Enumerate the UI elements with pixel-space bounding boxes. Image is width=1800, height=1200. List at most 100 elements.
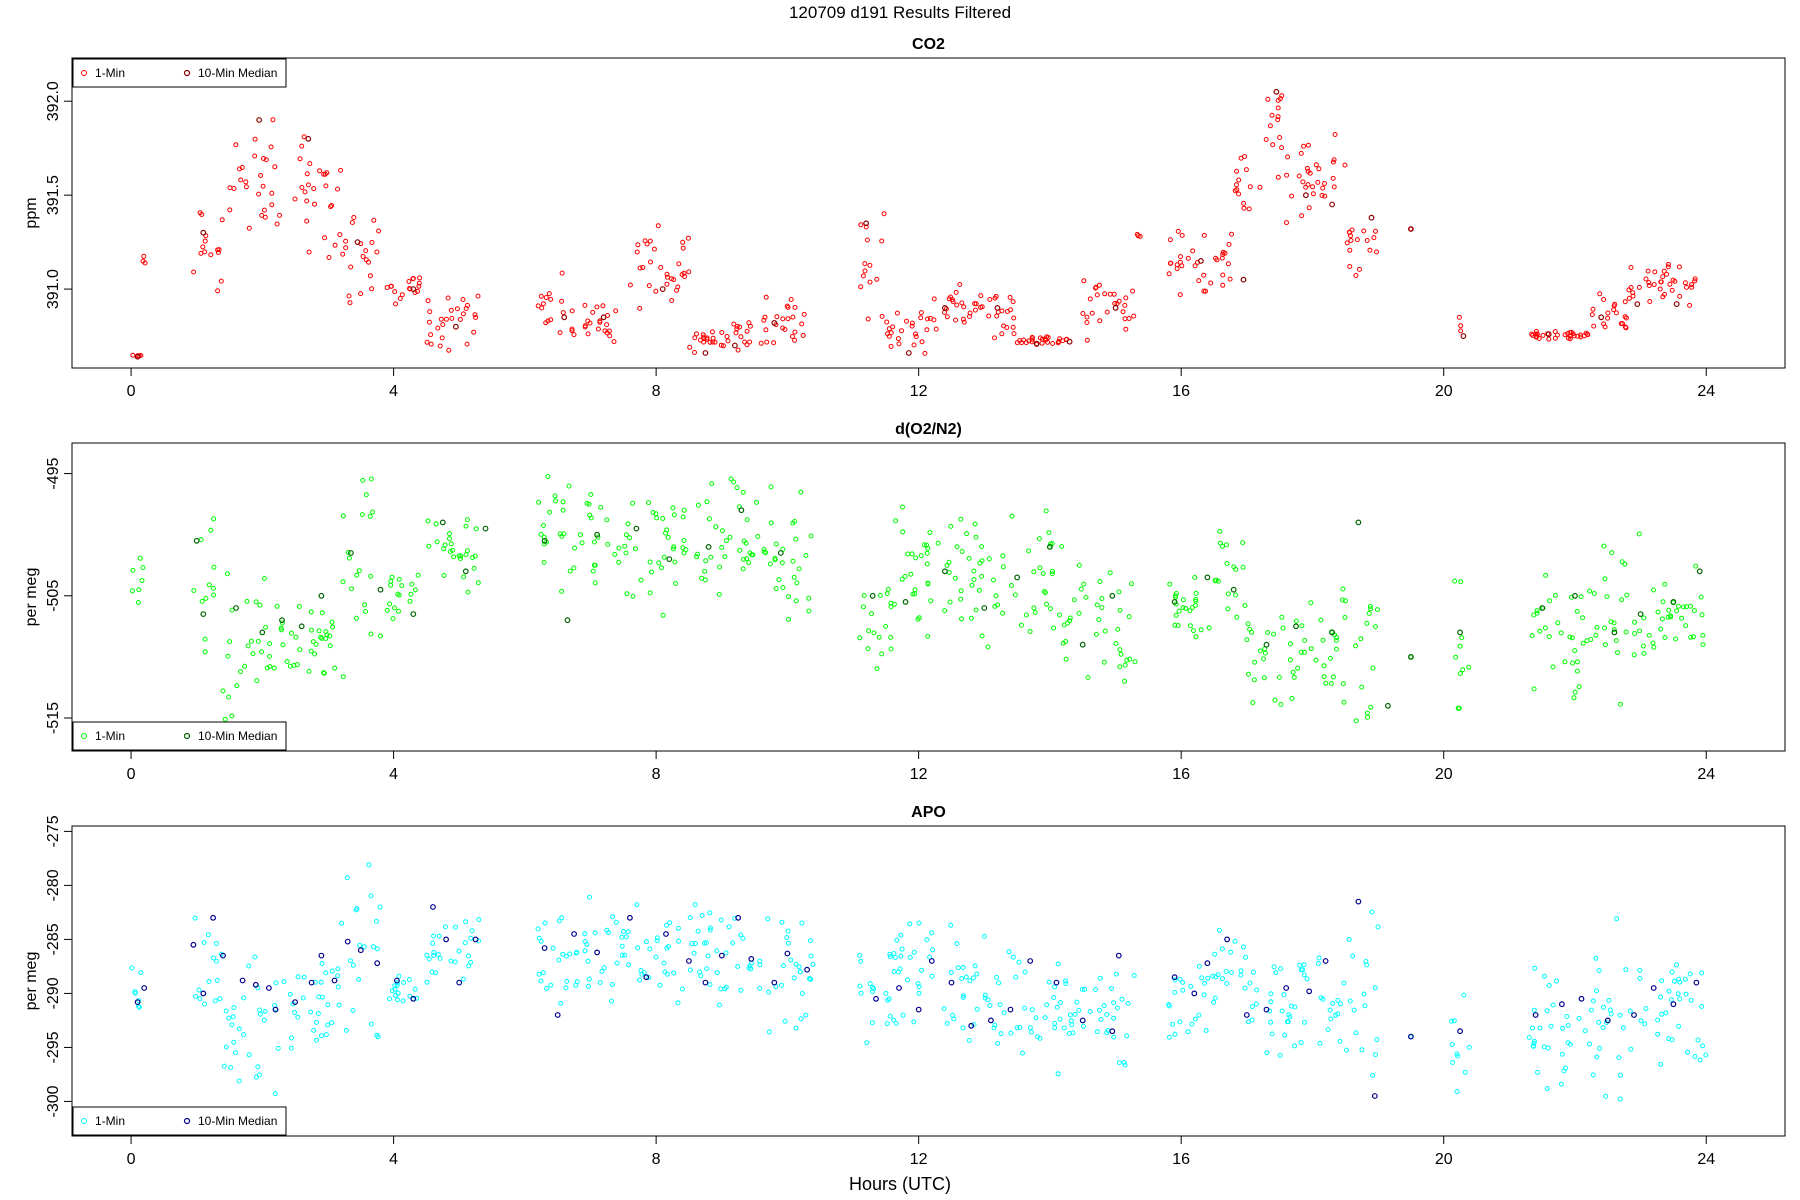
co2-1min-point (1131, 313, 1137, 319)
o2n2-1min-point (1124, 657, 1130, 663)
apo-median-point (1407, 1033, 1414, 1040)
o2n2-1min-point (264, 665, 270, 671)
apo-1min-point (1238, 972, 1244, 978)
o2n2-1min-point (694, 554, 700, 560)
o2n2-1min-point (1126, 614, 1132, 620)
co2-x-tick-label: 16 (1172, 383, 1190, 400)
co2-median-point (1368, 214, 1375, 221)
o2n2-1min-point (1368, 606, 1374, 612)
co2-1min-point (957, 282, 963, 287)
apo-1min-point (544, 985, 550, 991)
o2n2-1min-point (1308, 646, 1314, 652)
co2-1min-point (707, 339, 713, 345)
apo-1min-point (718, 917, 724, 923)
apo-y-tick-label: -295 (45, 1031, 62, 1063)
co2-1min-point (435, 325, 441, 331)
apo-1min-point (995, 1040, 1001, 1046)
apo-1min-point (1298, 1040, 1304, 1046)
apo-1min-point (1666, 1036, 1672, 1042)
apo-1min-point (1061, 1025, 1067, 1031)
apo-1min-point (1687, 971, 1693, 977)
co2-1min-point (297, 156, 303, 162)
apo-1min-point (916, 990, 922, 996)
co2-1min-point (1284, 172, 1290, 178)
apo-1min-point (1202, 980, 1208, 986)
o2n2-1min-point (1542, 625, 1548, 631)
o2n2-1min-point (1279, 614, 1285, 620)
o2n2-1min-point (1051, 625, 1056, 631)
apo-1min-point (1021, 1005, 1027, 1011)
apo-1min-point (1531, 1038, 1537, 1044)
co2-legend-median-label: 10-Min Median (198, 66, 277, 80)
apo-1min-point (892, 955, 898, 960)
apo-1min-point (1335, 997, 1341, 1003)
apo-1min-point (231, 1005, 237, 1011)
apo-1min-point (1301, 972, 1307, 978)
o2n2-1min-point (1623, 629, 1629, 635)
co2-1min-point (460, 297, 466, 302)
o2n2-1min-point (1458, 579, 1464, 585)
o2n2-1min-point (1452, 578, 1458, 584)
o2n2-1min-point (1588, 637, 1594, 642)
co2-1min-point (1458, 323, 1464, 329)
apo-1min-point (431, 933, 437, 939)
apo-1min-point (246, 963, 252, 969)
co2-1min-point (1692, 278, 1698, 284)
apo-1min-point (256, 1072, 262, 1078)
co2-1min-point (1310, 191, 1316, 197)
co2-1min-point (1039, 340, 1045, 346)
apo-1min-point (929, 973, 935, 979)
co2-1min-point (1277, 96, 1283, 102)
co2-1min-point (141, 253, 147, 259)
o2n2-1min-point (952, 575, 958, 581)
apo-1min-point (1180, 987, 1186, 993)
co2-1min-point (329, 203, 335, 208)
apo-median-point (331, 977, 338, 984)
o2n2-1min-point (409, 581, 415, 587)
co2-1min-point (238, 177, 244, 183)
co2-1min-point (888, 330, 894, 336)
apo-1min-point (735, 964, 741, 969)
co2-1min-point (582, 302, 588, 308)
o2n2-1min-point (1233, 592, 1239, 598)
co2-1min-point (792, 304, 798, 310)
o2n2-1min-point (1673, 636, 1679, 642)
o2n2-1min-point (1342, 615, 1348, 620)
o2n2-1min-point (1031, 605, 1037, 611)
apo-1min-point (241, 1032, 247, 1038)
apo-1min-point (1281, 992, 1287, 998)
o2n2-1min-point (238, 669, 243, 675)
apo-1min-point (136, 1004, 142, 1010)
apo-1min-point (1054, 1004, 1060, 1010)
o2n2-1min-point (1655, 609, 1661, 615)
co2-1min-point (1636, 284, 1642, 290)
apo-1min-point (563, 985, 569, 991)
co2-1min-point (762, 314, 768, 320)
apo-1min-point (366, 862, 372, 868)
o2n2-1min-point (918, 553, 924, 559)
apo-1min-point (556, 957, 562, 963)
o2n2-1min-point (448, 541, 454, 547)
apo-1min-point (691, 950, 697, 956)
apo-1min-point (567, 951, 573, 957)
co2-1min-point (1094, 292, 1100, 298)
apo-1min-point (610, 914, 616, 920)
apo-1min-point (623, 934, 629, 940)
o2n2-1min-point (1031, 569, 1037, 575)
apo-legend-box (72, 1106, 287, 1136)
apo-1min-point (1122, 1062, 1128, 1068)
o2n2-1min-point (261, 576, 267, 581)
co2-1min-point (1330, 175, 1336, 181)
apo-1min-point (1593, 955, 1599, 961)
o2n2-1min-point (412, 587, 418, 593)
co2-1min-point (437, 343, 443, 349)
o2n2-1min-point (731, 479, 737, 485)
o2n2-1min-point (1662, 581, 1668, 587)
apo-median-point (456, 979, 463, 986)
o2n2-1min-point (1368, 704, 1374, 710)
apo-1min-point (867, 981, 873, 987)
co2-1min-point (653, 288, 659, 294)
apo-1min-point (613, 919, 619, 925)
co2-1min-point (634, 249, 640, 255)
apo-1min-point (944, 1021, 950, 1026)
